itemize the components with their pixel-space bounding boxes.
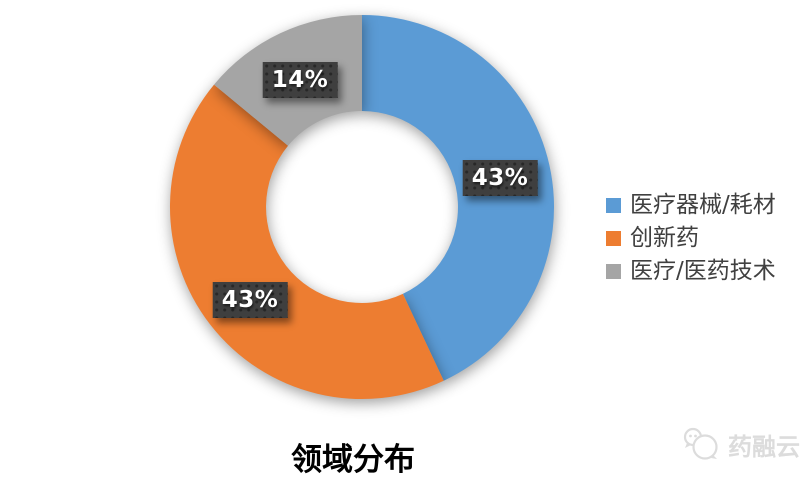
legend-swatch-orange	[606, 231, 621, 246]
legend-item-innovative-drugs[interactable]: 创新药	[606, 227, 776, 250]
legend: 医疗器械/耗材 创新药 医疗/医药技术	[606, 194, 776, 283]
chart-title: 领域分布	[291, 442, 415, 478]
data-label-medical-devices: 43%	[462, 160, 538, 196]
data-label-medical-tech: 14%	[262, 62, 338, 98]
legend-item-medical-devices[interactable]: 医疗器械/耗材	[606, 194, 776, 217]
chat-bubbles-logo-icon	[683, 427, 718, 460]
pie-segment-0[interactable]	[362, 14, 555, 381]
watermark: 药融云	[680, 424, 800, 464]
legend-label-innovative-drugs: 创新药	[630, 225, 699, 251]
legend-label-medical-tech: 医疗/医药技术	[630, 258, 776, 284]
legend-swatch-blue	[606, 198, 621, 213]
legend-label-medical-devices: 医疗器械/耗材	[630, 192, 776, 218]
legend-item-medical-tech[interactable]: 医疗/医药技术	[606, 260, 776, 283]
legend-swatch-gray	[606, 264, 621, 279]
pie-segment-1[interactable]	[169, 84, 444, 400]
data-label-innovative-drugs: 43%	[212, 282, 288, 318]
watermark-text: 药融云	[728, 432, 800, 461]
